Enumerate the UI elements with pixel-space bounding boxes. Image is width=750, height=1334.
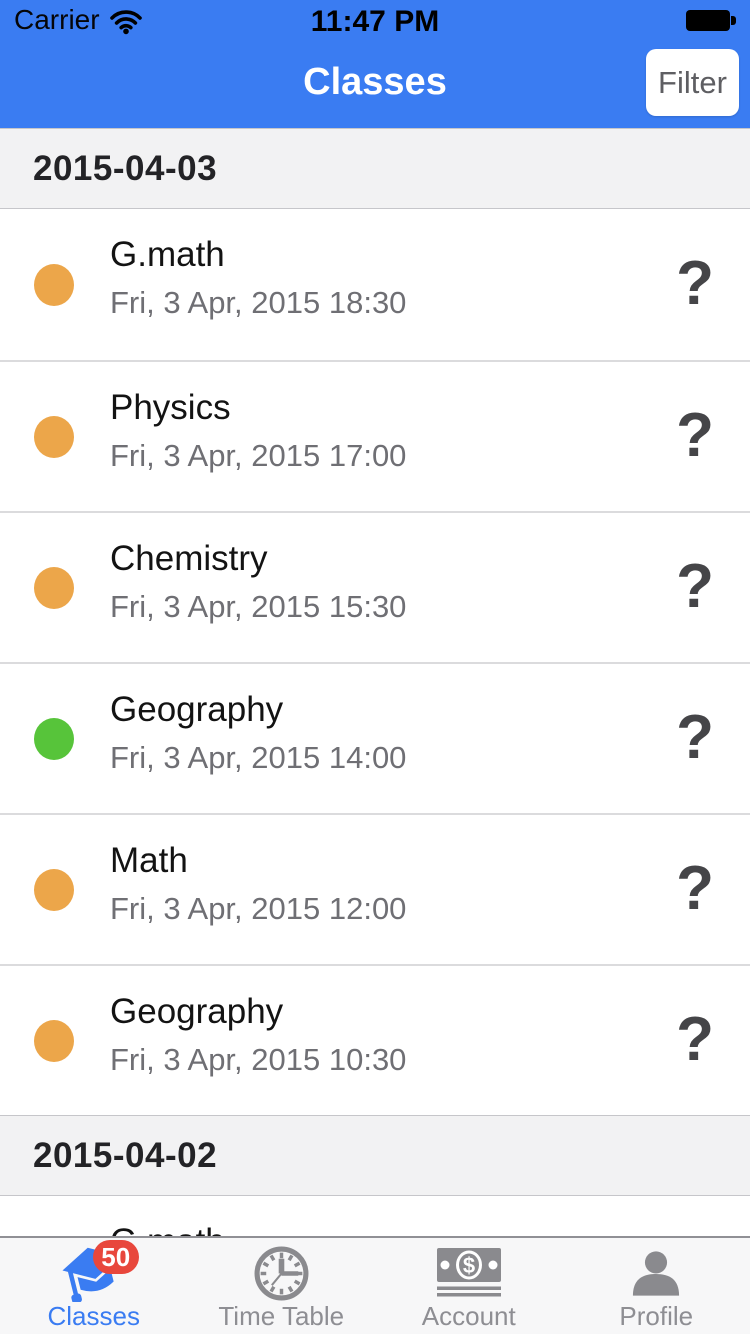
class-datetime: Fri, 3 Apr, 2015 12:00	[110, 891, 407, 926]
tab-icon	[253, 1244, 310, 1302]
class-datetime: Fri, 3 Apr, 2015 14:00	[110, 740, 407, 775]
class-title: Physics	[110, 388, 231, 427]
section-date: 2015-04-02	[33, 1135, 218, 1175]
question-mark-accessory[interactable]: ?	[676, 400, 714, 470]
svg-text:$: $	[463, 1253, 475, 1278]
tab-label: Classes	[47, 1301, 140, 1331]
page-title: Classes	[303, 61, 447, 103]
nav-bar: Classes Filter	[0, 40, 750, 128]
status-dot	[34, 415, 74, 458]
carrier-label: Carrier	[14, 4, 100, 35]
class-row[interactable]: Math Fri, 3 Apr, 2015 12:00 ?	[0, 813, 750, 964]
class-title: Geography	[110, 992, 284, 1031]
class-datetime: Fri, 3 Apr, 2015 18:30	[110, 285, 407, 320]
section-date: 2015-04-03	[33, 148, 218, 188]
status-dot	[34, 717, 74, 760]
question-mark-accessory[interactable]: ?	[676, 702, 714, 772]
question-mark-accessory[interactable]: ?	[676, 551, 714, 621]
question-mark-accessory[interactable]: ?	[676, 1004, 714, 1074]
status-right	[686, 9, 736, 31]
question-mark-accessory[interactable]: ?	[676, 853, 714, 923]
tab-profile[interactable]: Profile	[563, 1238, 750, 1334]
class-title: Math	[110, 841, 188, 880]
class-row[interactable]: G.math Fri, 3 Apr, 2015 18:30 ?	[0, 209, 750, 360]
class-row[interactable]: Physics Fri, 3 Apr, 2015 17:00 ?	[0, 360, 750, 511]
tab-label: Account	[421, 1301, 516, 1331]
status-dot	[34, 263, 74, 306]
status-dot	[34, 868, 74, 911]
tab-label: Profile	[619, 1301, 694, 1331]
tab-icon: 50	[60, 1240, 139, 1302]
banknote-icon: $	[436, 1248, 501, 1297]
tab-label: Time Table	[218, 1301, 345, 1331]
class-row[interactable]: Geography Fri, 3 Apr, 2015 10:30 ?	[0, 964, 750, 1115]
wifi-icon	[109, 9, 142, 34]
class-list: 2015-04-03 G.math Fri, 3 Apr, 2015 18:30…	[0, 128, 750, 1334]
tab-account[interactable]: $ Account	[375, 1238, 563, 1334]
class-title: Geography	[110, 690, 284, 729]
battery-icon	[686, 9, 736, 31]
tab-icon	[631, 1244, 681, 1302]
tab-bar: 50 Classes	[0, 1236, 750, 1334]
status-left: Carrier	[14, 4, 143, 36]
tab-time-table[interactable]: Time Table	[188, 1238, 376, 1334]
class-datetime: Fri, 3 Apr, 2015 15:30	[110, 589, 407, 624]
status-dot	[34, 566, 74, 609]
badge: 50	[92, 1240, 139, 1274]
tab-icon: $	[436, 1244, 501, 1302]
person-icon	[633, 1250, 680, 1296]
class-datetime: Fri, 3 Apr, 2015 10:30	[110, 1042, 407, 1077]
class-row[interactable]: Chemistry Fri, 3 Apr, 2015 15:30 ?	[0, 511, 750, 662]
class-title: Chemistry	[110, 539, 268, 578]
date-section-header: 2015-04-02	[0, 1115, 750, 1196]
date-section-header: 2015-04-03	[0, 128, 750, 209]
filter-button[interactable]: Filter	[646, 49, 739, 116]
class-row[interactable]: Geography Fri, 3 Apr, 2015 14:00 ?	[0, 662, 750, 813]
status-bar: Carrier 11:47 PM	[0, 0, 750, 40]
tab-classes[interactable]: 50 Classes	[0, 1238, 188, 1334]
clock-icon	[254, 1246, 309, 1300]
class-title: G.math	[110, 235, 225, 274]
header: Carrier 11:47 PM Classes Filter	[0, 0, 750, 128]
class-datetime: Fri, 3 Apr, 2015 17:00	[110, 438, 407, 473]
question-mark-accessory[interactable]: ?	[676, 248, 714, 318]
status-dot	[34, 1019, 74, 1062]
